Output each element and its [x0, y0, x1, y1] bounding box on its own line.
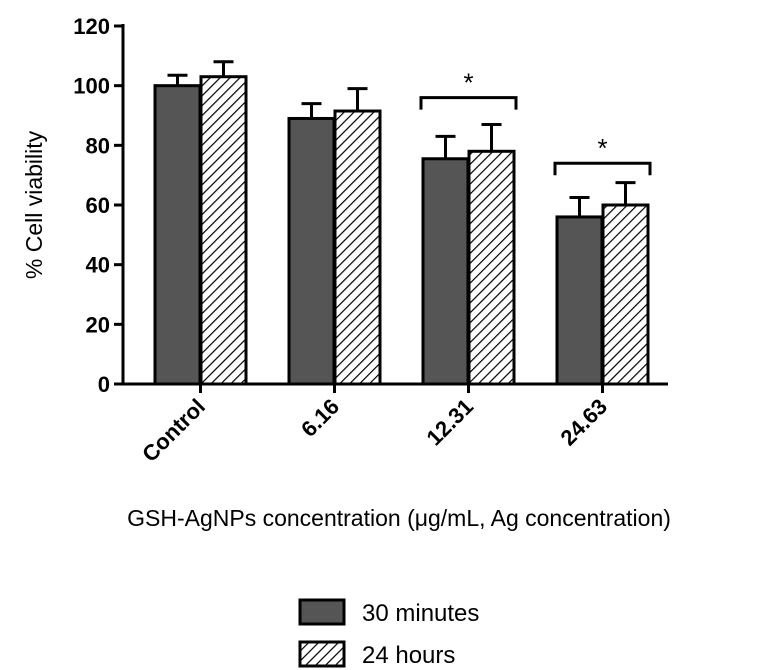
significance-asterisk: * — [463, 68, 473, 98]
legend: 30 minutes 24 hours — [298, 598, 479, 669]
bar-30-minutes — [555, 215, 604, 386]
y-tick-label: 20 — [86, 312, 110, 337]
bar-24-hours — [333, 109, 382, 386]
significance-bracket — [419, 96, 518, 110]
x-axis-label: GSH-AgNPs concentration (μg/mL, Ag conce… — [127, 505, 671, 531]
bar-30-minutes — [287, 116, 336, 386]
x-tick-label: 24.63 — [555, 394, 612, 451]
bar-30-minutes — [421, 157, 470, 386]
x-tick-label: Control — [137, 394, 210, 467]
plot-area: ** — [153, 60, 652, 386]
bar-24-hours — [199, 75, 248, 386]
bar-24-hours — [467, 149, 516, 386]
x-axis-ticks: Control 6.16 12.31 24.63 — [137, 384, 612, 467]
y-tick-label: 0 — [98, 372, 110, 397]
bar-24-hours — [601, 203, 650, 386]
significance-asterisk: * — [597, 133, 607, 163]
y-axis-label: % Cell viability — [21, 130, 47, 279]
legend-swatch-24-hours — [298, 640, 346, 668]
y-tick-label: 100 — [73, 74, 110, 99]
y-tick-label: 80 — [86, 133, 110, 158]
x-tick-label: 6.16 — [296, 394, 344, 442]
significance-bracket — [553, 161, 652, 176]
x-tick-label: 12.31 — [421, 394, 478, 451]
y-tick-label: 40 — [86, 253, 110, 278]
bar-30-minutes — [153, 84, 202, 386]
legend-label: 24 hours — [362, 642, 455, 669]
legend-label: 30 minutes — [362, 600, 479, 627]
y-tick-label: 120 — [73, 14, 110, 39]
y-axis-ticks: 0 20 40 60 80 100 120 — [73, 14, 123, 397]
y-tick-label: 60 — [86, 193, 110, 218]
legend-swatch-30-minutes — [298, 598, 346, 626]
